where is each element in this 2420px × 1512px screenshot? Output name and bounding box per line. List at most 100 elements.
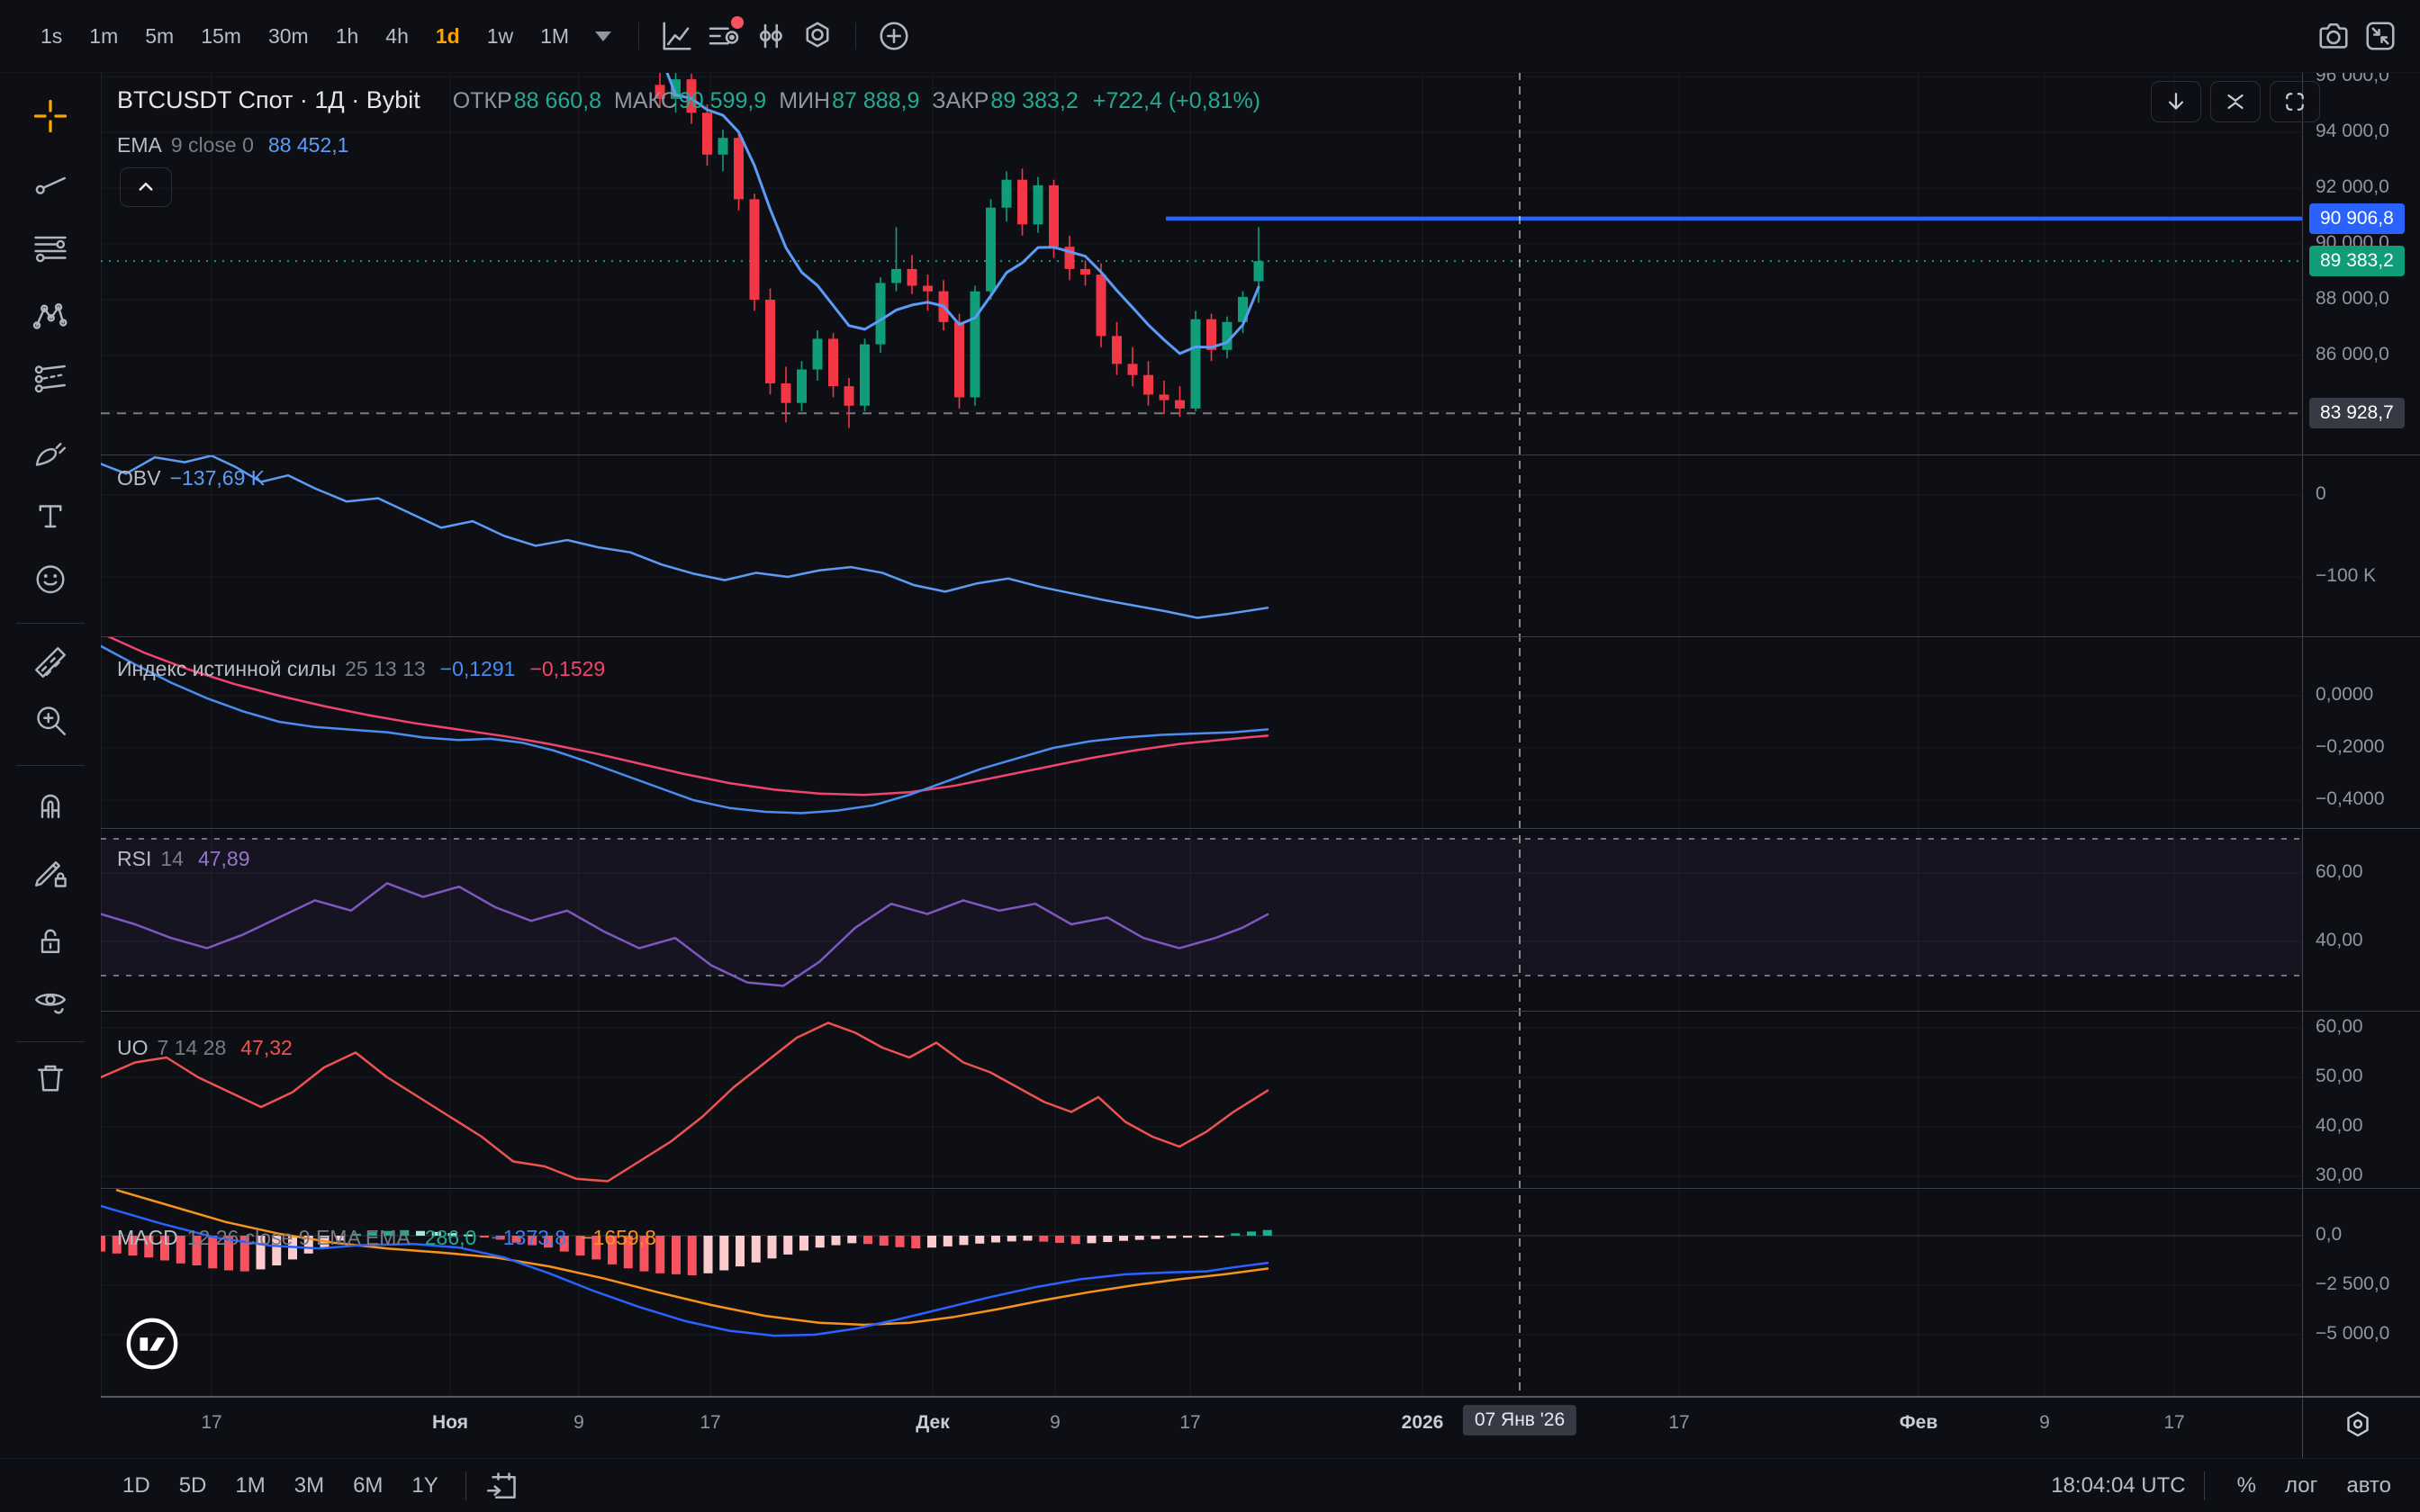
range-3M[interactable]: 3M [293, 1473, 325, 1498]
axis-mode-0[interactable]: % [2236, 1473, 2256, 1498]
tool-emoji-button[interactable] [23, 552, 77, 606]
obv-pane[interactable] [101, 454, 2302, 636]
tool-hide-all-drawings-button[interactable] [23, 975, 77, 1029]
go-to-date-button[interactable] [479, 1462, 526, 1509]
timeframe-5m[interactable]: 5m [145, 23, 175, 48]
rsi-axis-tick: 60,00 [2316, 861, 2363, 882]
candle-body [1001, 179, 1012, 208]
price-pane[interactable] [101, 72, 2302, 454]
rsi-axis-tick: 40,00 [2316, 930, 2363, 950]
timeframe-1h[interactable]: 1h [335, 23, 359, 48]
scroll-down-button[interactable] [2151, 81, 2201, 122]
tool-brush-button[interactable] [23, 426, 77, 480]
tool-drawing-sync-lock-button[interactable] [23, 844, 77, 898]
pane-separator[interactable] [101, 828, 2420, 829]
clock[interactable]: 18:04:04 UTC [2051, 1473, 2186, 1498]
tradingview-logo[interactable] [124, 1316, 180, 1376]
axis-mode-2[interactable]: авто [2346, 1473, 2391, 1498]
pane-separator[interactable] [101, 1011, 2420, 1012]
tool-fib-retracement-button[interactable] [23, 221, 77, 275]
indicators-icon [709, 27, 739, 45]
notification-dot [731, 16, 745, 29]
candle-body [1080, 268, 1090, 275]
rsi-pane[interactable] [101, 828, 2302, 1011]
tool-crosshair-button[interactable] [23, 89, 77, 143]
axis-mode-1[interactable]: лог [2284, 1473, 2318, 1498]
timeframe-dropdown-caret-icon[interactable] [595, 31, 612, 41]
pane-separator[interactable] [101, 1188, 2420, 1189]
chart-style-button[interactable] [654, 13, 700, 59]
time-axis-separator [101, 1396, 2420, 1398]
macd-histogram-bar [831, 1236, 841, 1246]
time-tick: 9 [2039, 1412, 2050, 1433]
candle-body [734, 138, 744, 200]
obv-legend[interactable]: OBV −137,69 K [117, 466, 265, 490]
timeframe-15m[interactable]: 15m [201, 23, 241, 48]
candle-body [1127, 364, 1138, 375]
tool-lock-all-drawings-button[interactable] [23, 914, 77, 968]
tool-magnet-button[interactable] [23, 777, 77, 831]
range-6M[interactable]: 6M [353, 1473, 384, 1498]
macd-histogram-bar [895, 1236, 905, 1247]
camera-icon [2319, 22, 2348, 49]
maximize-pane-button[interactable] [2270, 81, 2320, 122]
candle-body [1096, 274, 1106, 337]
pane-button-group [2151, 81, 2320, 122]
screenshot-button[interactable] [2310, 13, 2357, 59]
tool-text-button[interactable] [23, 489, 77, 543]
macd-histogram-bar [879, 1236, 889, 1246]
timeframe-1w[interactable]: 1w [486, 23, 514, 48]
timeframe-1m[interactable]: 1m [89, 23, 119, 48]
time-tick: 17 [700, 1412, 721, 1433]
timeframe-1s[interactable]: 1s [41, 23, 63, 48]
tool-remove-all-drawings-button[interactable] [23, 1050, 77, 1104]
macd-histogram-bar [927, 1236, 936, 1248]
pane-separator[interactable] [101, 454, 2420, 455]
timeframe-4h[interactable]: 4h [385, 23, 409, 48]
macd-histogram-bar [384, 1230, 393, 1236]
symbol-title[interactable]: BTCUSDT Спот · 1Д · Bybit [117, 86, 420, 113]
time-axis-settings-button[interactable] [2339, 1406, 2377, 1448]
pane-separator[interactable] [101, 636, 2420, 637]
uo-legend[interactable]: UO 7 14 28 47,32 [117, 1036, 293, 1060]
exit-fullscreen-button[interactable] [2357, 13, 2404, 59]
macd-legend[interactable]: MACD 12 26 close 9 EMA EMA 286,0 −1373,8… [117, 1226, 656, 1250]
tsi-axis-tick: −0,2000 [2316, 736, 2385, 757]
macd-pane[interactable] [101, 1188, 2302, 1397]
time-axis[interactable]: 17 Ноя 9 17 Дек 9 17 2026 17 Фев 9 17 07 Янв '26 [0, 1398, 2420, 1458]
rsi-legend[interactable]: RSI 14 47,89 [117, 847, 250, 871]
timeframe-1M[interactable]: 1M [540, 23, 570, 48]
timeframe-1d[interactable]: 1d [435, 23, 460, 48]
tsi-legend[interactable]: Индекс истинной силы 25 13 13 −0,1291 −0… [117, 657, 605, 681]
time-tick: Дек [916, 1412, 950, 1433]
compare-button[interactable] [747, 13, 794, 59]
collapse-pane-button[interactable] [2210, 81, 2261, 122]
tool-trend-line-button[interactable] [23, 157, 77, 211]
rsi-name: RSI [117, 847, 152, 870]
add-symbol-button[interactable] [871, 13, 917, 59]
macd-histogram-bar [608, 1236, 617, 1264]
range-1Y[interactable]: 1Y [411, 1473, 438, 1498]
tsi-signal-value: −0,1529 [529, 657, 606, 680]
uo-pane[interactable] [101, 1011, 2302, 1188]
macd-histogram-bar [991, 1236, 1000, 1243]
macd-histogram-bar [943, 1236, 953, 1246]
collapse-legend-button[interactable] [120, 167, 172, 207]
range-1D[interactable]: 1D [122, 1473, 150, 1498]
candle-body [671, 79, 681, 99]
candle-body [655, 85, 665, 99]
collapse-icon [2227, 94, 2244, 109]
tool-ruler-button[interactable] [23, 635, 77, 689]
tsi-pane[interactable] [101, 636, 2302, 828]
tool-projection-button[interactable] [23, 350, 77, 404]
settings-button[interactable] [794, 13, 841, 59]
macd-histogram-bar [1183, 1236, 1192, 1238]
ema-legend[interactable]: EMA 9 close 0 88 452,1 [117, 133, 348, 158]
range-1M[interactable]: 1M [235, 1473, 266, 1498]
range-5D[interactable]: 5D [178, 1473, 207, 1498]
axis-mode-group: % лог авто [2223, 1468, 2420, 1504]
timeframe-30m[interactable]: 30m [267, 23, 309, 48]
tool-xabcd-pattern-button[interactable] [23, 289, 77, 343]
tool-zoom-in-button[interactable] [23, 693, 77, 747]
indicators-button[interactable] [700, 13, 747, 59]
